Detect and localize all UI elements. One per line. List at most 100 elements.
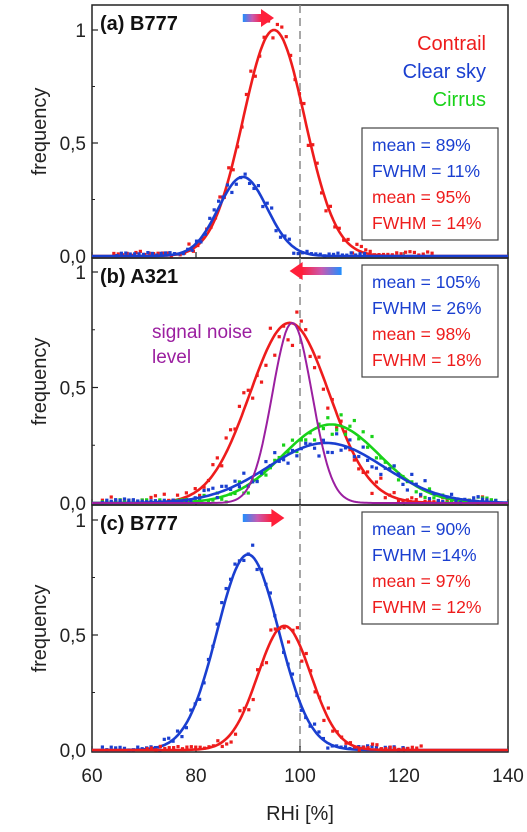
data-point-clear-sky — [233, 479, 237, 483]
data-point-contrail — [426, 250, 430, 254]
data-point-contrail — [342, 238, 346, 242]
data-point-cirrus — [352, 418, 356, 423]
data-point-clear-sky — [282, 458, 286, 462]
data-point-contrail — [326, 706, 330, 710]
data-point-contrail — [269, 628, 273, 632]
data-point-contrail — [225, 742, 229, 746]
y-tick-label: 1 — [75, 263, 86, 284]
data-point-clear-sky — [119, 251, 123, 255]
data-point-contrail — [227, 166, 231, 170]
panel-label: (b) A321 — [100, 266, 178, 288]
data-point-clear-sky — [374, 745, 379, 750]
data-point-clear-sky — [312, 446, 317, 450]
data-point-contrail — [392, 491, 396, 495]
data-point-contrail — [379, 476, 383, 480]
panel-label: (c) B777 — [100, 513, 178, 535]
data-point-clear-sky — [410, 472, 414, 476]
data-point-clear-sky — [357, 454, 361, 459]
legend-entry-contrail: Contrail — [417, 33, 486, 55]
data-point-clear-sky — [127, 498, 131, 502]
data-point-clear-sky — [305, 249, 309, 253]
data-point-clear-sky — [198, 697, 202, 701]
data-point-cirrus — [282, 443, 286, 447]
data-point-clear-sky — [217, 199, 221, 203]
x-tick-label: 140 — [492, 766, 524, 787]
shift-arrow-shaft — [242, 14, 262, 22]
data-point-contrail — [383, 496, 387, 500]
data-point-contrail — [295, 310, 299, 314]
data-point-clear-sky — [287, 237, 291, 241]
data-point-contrail — [187, 242, 191, 246]
data-point-clear-sky — [237, 485, 242, 489]
data-point-cirrus — [449, 499, 454, 503]
data-point-contrail — [300, 659, 304, 663]
data-point-contrail — [242, 391, 246, 395]
data-point-clear-sky — [286, 461, 290, 465]
data-point-contrail — [202, 485, 206, 489]
data-point-clear-sky — [114, 498, 118, 502]
data-point-contrail — [412, 250, 416, 255]
x-tick-label: 120 — [388, 766, 420, 787]
data-point-contrail — [251, 396, 255, 400]
data-point-clear-sky — [261, 204, 265, 209]
data-point-contrail — [384, 746, 388, 751]
x-tick-label: 100 — [284, 766, 316, 787]
data-point-cirrus — [321, 426, 325, 431]
data-point-contrail — [315, 161, 319, 165]
data-point-clear-sky — [392, 464, 396, 468]
data-point-contrail — [253, 74, 257, 78]
shift-arrow — [242, 9, 274, 27]
data-point-clear-sky — [233, 562, 237, 566]
data-point-contrail — [215, 456, 219, 460]
data-point-clear-sky — [278, 235, 283, 239]
data-point-contrail — [153, 494, 158, 498]
data-point-clear-sky — [304, 441, 308, 445]
data-point-contrail — [364, 248, 368, 252]
data-point-clear-sky — [202, 488, 206, 493]
data-point-cirrus — [206, 499, 211, 503]
signal-noise-label: level — [152, 347, 191, 368]
data-point-contrail — [273, 627, 277, 631]
stats-line: mean = 105% — [372, 272, 480, 292]
data-point-clear-sky — [317, 454, 321, 458]
data-point-contrail — [193, 487, 197, 491]
data-point-clear-sky — [270, 206, 274, 210]
stats-box: mean = 90% FWHM =14% mean = 97% FWHM = 12% — [361, 511, 499, 625]
data-point-contrail — [308, 354, 312, 358]
data-point-clear-sky — [133, 252, 137, 256]
data-point-clear-sky — [136, 499, 140, 503]
data-point-contrail — [247, 708, 251, 712]
stats-box-frame — [361, 511, 499, 625]
data-point-clear-sky — [358, 252, 362, 256]
data-point-contrail — [268, 326, 272, 330]
data-point-contrail — [273, 353, 277, 357]
data-point-clear-sky — [128, 252, 132, 256]
fit-curve-contrail — [92, 624, 508, 752]
data-point-contrail — [304, 328, 308, 332]
data-point-contrail — [427, 499, 432, 503]
data-point-contrail — [313, 690, 317, 694]
y-tick-label: 0,5 — [60, 626, 86, 647]
y-axis-label: frequency — [29, 338, 51, 426]
data-point-clear-sky — [189, 500, 193, 504]
data-point-cirrus — [339, 413, 343, 417]
data-point-cirrus — [145, 498, 149, 502]
data-point-contrail — [393, 746, 397, 750]
y-axis-label: frequency — [29, 88, 51, 176]
data-point-contrail — [185, 745, 189, 749]
y-tick-label: 0,5 — [60, 379, 86, 400]
data-point-contrail — [275, 22, 279, 27]
stats-line: mean = 90% — [372, 519, 471, 539]
data-point-cirrus — [366, 445, 370, 449]
data-point-clear-sky — [220, 601, 224, 605]
data-point-contrail — [280, 25, 284, 29]
data-point-clear-sky — [199, 240, 203, 244]
data-point-clear-sky — [292, 251, 296, 255]
data-point-clear-sky — [140, 499, 144, 503]
data-point-contrail — [344, 741, 348, 745]
data-point-clear-sky — [251, 543, 255, 547]
stats-box: mean = 89% FWHM = 11% mean = 95% FWHM = 14% — [361, 127, 499, 241]
data-point-contrail — [198, 745, 202, 749]
data-point-clear-sky — [295, 454, 299, 458]
